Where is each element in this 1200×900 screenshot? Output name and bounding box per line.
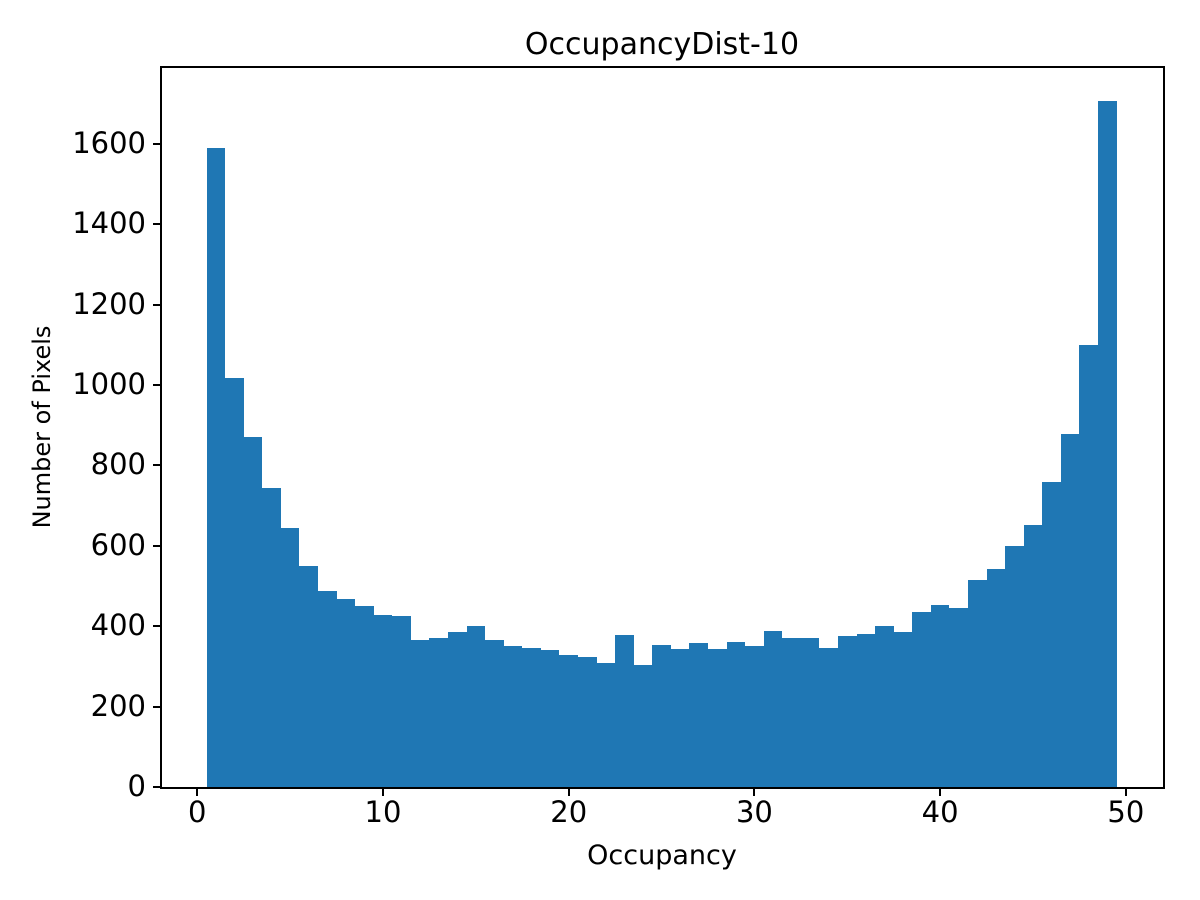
histogram-bar xyxy=(318,590,337,787)
histogram-bar xyxy=(875,626,894,787)
histogram-bar xyxy=(225,378,244,787)
x-tick-mark xyxy=(382,789,384,796)
y-tick-mark xyxy=(153,223,160,226)
histogram-bar xyxy=(448,631,467,787)
histogram-bar xyxy=(429,638,448,787)
histogram-bar xyxy=(1098,100,1117,787)
x-tick-label: 0 xyxy=(188,795,207,829)
y-tick-mark xyxy=(153,786,160,788)
histogram-bar xyxy=(652,644,671,787)
y-tick-label: 200 xyxy=(90,688,146,723)
histogram-bar xyxy=(1079,344,1098,787)
histogram-bar xyxy=(726,641,746,787)
x-tick-label: 30 xyxy=(735,795,773,829)
histogram-bar xyxy=(782,637,801,787)
histogram-bar xyxy=(1005,545,1024,787)
y-tick-label: 1200 xyxy=(72,286,146,321)
histogram-bar xyxy=(280,527,300,787)
histogram-bar xyxy=(745,646,764,787)
histogram-bar xyxy=(800,637,820,787)
histogram-bar xyxy=(410,640,430,787)
histogram-bar xyxy=(930,604,950,787)
y-tick-label: 1400 xyxy=(72,206,146,241)
y-tick-label: 800 xyxy=(90,447,146,482)
histogram-bar xyxy=(503,646,523,787)
y-tick-mark xyxy=(153,142,160,145)
histogram-bar xyxy=(373,615,393,787)
y-tick-label: 1000 xyxy=(72,367,146,402)
y-tick-label: 1600 xyxy=(72,125,146,160)
y-tick-mark xyxy=(153,705,160,708)
histogram-bar xyxy=(670,649,690,787)
histogram-bar xyxy=(522,647,541,787)
histogram-bar xyxy=(262,488,281,787)
histogram-bar xyxy=(578,657,597,787)
histogram-bar xyxy=(355,606,374,787)
histogram-bar xyxy=(596,662,616,787)
histogram-bar xyxy=(633,664,653,787)
histogram-bar xyxy=(986,569,1006,787)
histogram-bar xyxy=(949,608,968,787)
plot-area xyxy=(160,66,1165,789)
histogram-bar xyxy=(615,635,634,787)
y-tick-mark xyxy=(153,625,160,628)
x-tick-label: 20 xyxy=(550,795,588,829)
histogram-bar xyxy=(392,615,411,787)
histogram-bar xyxy=(968,579,987,787)
histogram-bar xyxy=(206,147,226,787)
y-tick-mark xyxy=(153,464,160,467)
histogram-bar xyxy=(1023,524,1043,787)
x-tick-mark xyxy=(196,789,199,796)
histogram-bar xyxy=(466,626,486,787)
histogram-bar xyxy=(893,632,913,787)
histogram-bar xyxy=(336,598,356,787)
y-tick-mark xyxy=(153,384,160,387)
x-tick-label: 50 xyxy=(1107,795,1145,829)
histogram-bar xyxy=(1060,434,1080,787)
y-tick-mark xyxy=(153,303,160,306)
histogram-bar xyxy=(689,642,708,787)
x-tick-label: 10 xyxy=(364,795,402,829)
histogram-bar xyxy=(1042,482,1061,787)
x-tick-mark xyxy=(753,789,756,796)
histogram-bar xyxy=(485,640,504,787)
histogram-bar xyxy=(559,655,578,787)
y-axis-label: Number of Pixels xyxy=(28,325,56,529)
histogram-bar xyxy=(299,565,318,787)
histogram-bar xyxy=(912,611,931,787)
y-tick-label: 400 xyxy=(90,608,146,643)
histogram-bar xyxy=(763,631,783,787)
histogram-bar xyxy=(540,649,560,787)
x-tick-label: 40 xyxy=(921,795,959,829)
histogram-bar xyxy=(708,649,727,787)
y-tick-label: 0 xyxy=(127,768,146,803)
chart-title: OccupancyDist-10 xyxy=(524,27,800,62)
histogram-bar xyxy=(819,648,838,787)
x-tick-mark xyxy=(1124,789,1127,796)
y-tick-mark xyxy=(153,544,160,547)
y-tick-label: 600 xyxy=(90,527,146,562)
histogram-bar xyxy=(243,437,263,787)
x-tick-mark xyxy=(939,789,942,796)
x-tick-mark xyxy=(567,789,570,796)
x-axis-label: Occupancy xyxy=(587,840,737,871)
histogram-bar xyxy=(856,633,876,787)
histogram-bar xyxy=(838,636,857,787)
